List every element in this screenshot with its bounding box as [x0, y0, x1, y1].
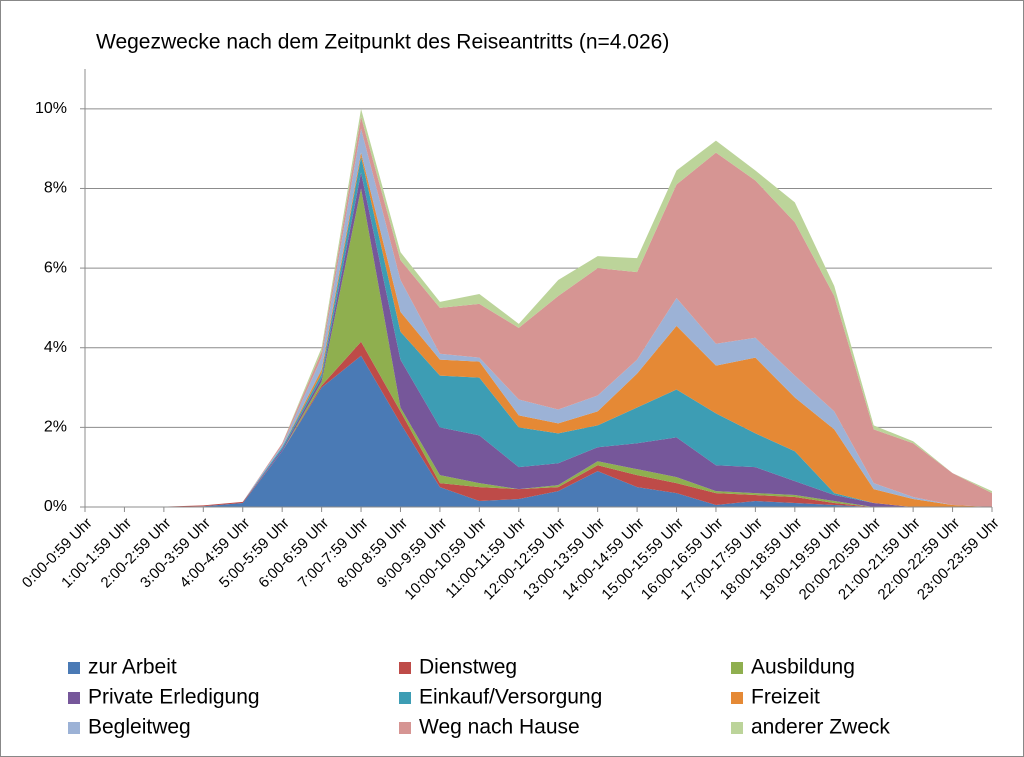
legend-swatch [731, 722, 743, 734]
legend-swatch [731, 662, 743, 674]
legend-swatch [68, 722, 80, 734]
legend-label: zur Arbeit [88, 656, 177, 679]
area [85, 108, 992, 508]
legend-swatch [399, 722, 411, 734]
y-tick-label: 2% [44, 419, 67, 436]
y-tick-label: 0% [44, 498, 67, 515]
area [85, 156, 992, 507]
legend-label: anderer Zweck [751, 716, 890, 739]
legend-label: Private Erledigung [88, 686, 260, 709]
y-tick-label: 4% [44, 339, 67, 356]
legend-swatch [68, 662, 80, 674]
legend-label: Dienstweg [419, 656, 517, 679]
legend-label: Freizeit [751, 686, 820, 709]
legend-swatch [731, 692, 743, 704]
area [85, 355, 992, 507]
legend-label: Weg nach Hause [419, 716, 580, 739]
area [85, 116, 992, 508]
legend-swatch [399, 692, 411, 704]
y-tick-label: 6% [44, 259, 67, 276]
legend-label: Einkauf/Versorgung [419, 686, 602, 709]
y-tick-label: 8% [44, 180, 67, 197]
legend-label: Begleitweg [88, 716, 191, 739]
legend-label: Ausbildung [751, 656, 855, 679]
chart-title: Wegezwecke nach dem Zeitpunkt des Reisea… [96, 31, 669, 54]
y-tick-label: 10% [35, 100, 67, 117]
area [85, 152, 992, 508]
legend-swatch [68, 692, 80, 704]
legend-swatch [399, 662, 411, 674]
